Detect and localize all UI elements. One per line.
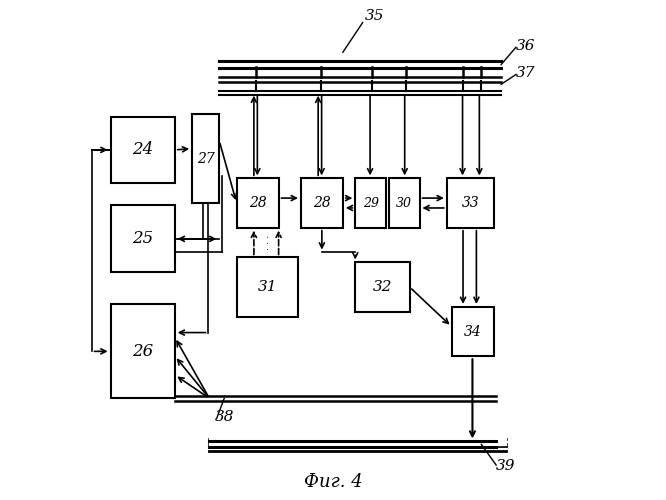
- Text: 34: 34: [464, 324, 482, 338]
- Bar: [236, 178, 278, 228]
- Bar: [452, 307, 494, 356]
- Text: 35: 35: [365, 9, 385, 23]
- Text: . . .: . . .: [261, 235, 271, 250]
- Text: 30: 30: [396, 196, 412, 209]
- Text: 33: 33: [462, 196, 479, 210]
- Text: 28: 28: [313, 196, 331, 210]
- Text: 29: 29: [362, 196, 378, 209]
- Bar: [301, 178, 343, 228]
- Text: 39: 39: [496, 459, 515, 473]
- Text: 36: 36: [516, 39, 535, 52]
- Bar: [111, 304, 174, 398]
- Bar: [192, 114, 219, 203]
- Bar: [389, 178, 420, 228]
- Bar: [447, 178, 494, 228]
- Text: 31: 31: [258, 280, 277, 294]
- Bar: [236, 258, 298, 317]
- Bar: [111, 206, 174, 272]
- Text: Фиг. 4: Фиг. 4: [304, 474, 362, 492]
- Text: 38: 38: [214, 410, 234, 424]
- Bar: [355, 262, 410, 312]
- Bar: [111, 116, 174, 183]
- Text: 25: 25: [132, 230, 153, 248]
- Bar: [355, 178, 386, 228]
- Text: 27: 27: [197, 152, 214, 166]
- Text: 28: 28: [248, 196, 266, 210]
- Text: 37: 37: [516, 66, 535, 80]
- Text: 24: 24: [132, 142, 153, 158]
- Text: 26: 26: [132, 343, 153, 360]
- Text: 32: 32: [373, 280, 392, 294]
